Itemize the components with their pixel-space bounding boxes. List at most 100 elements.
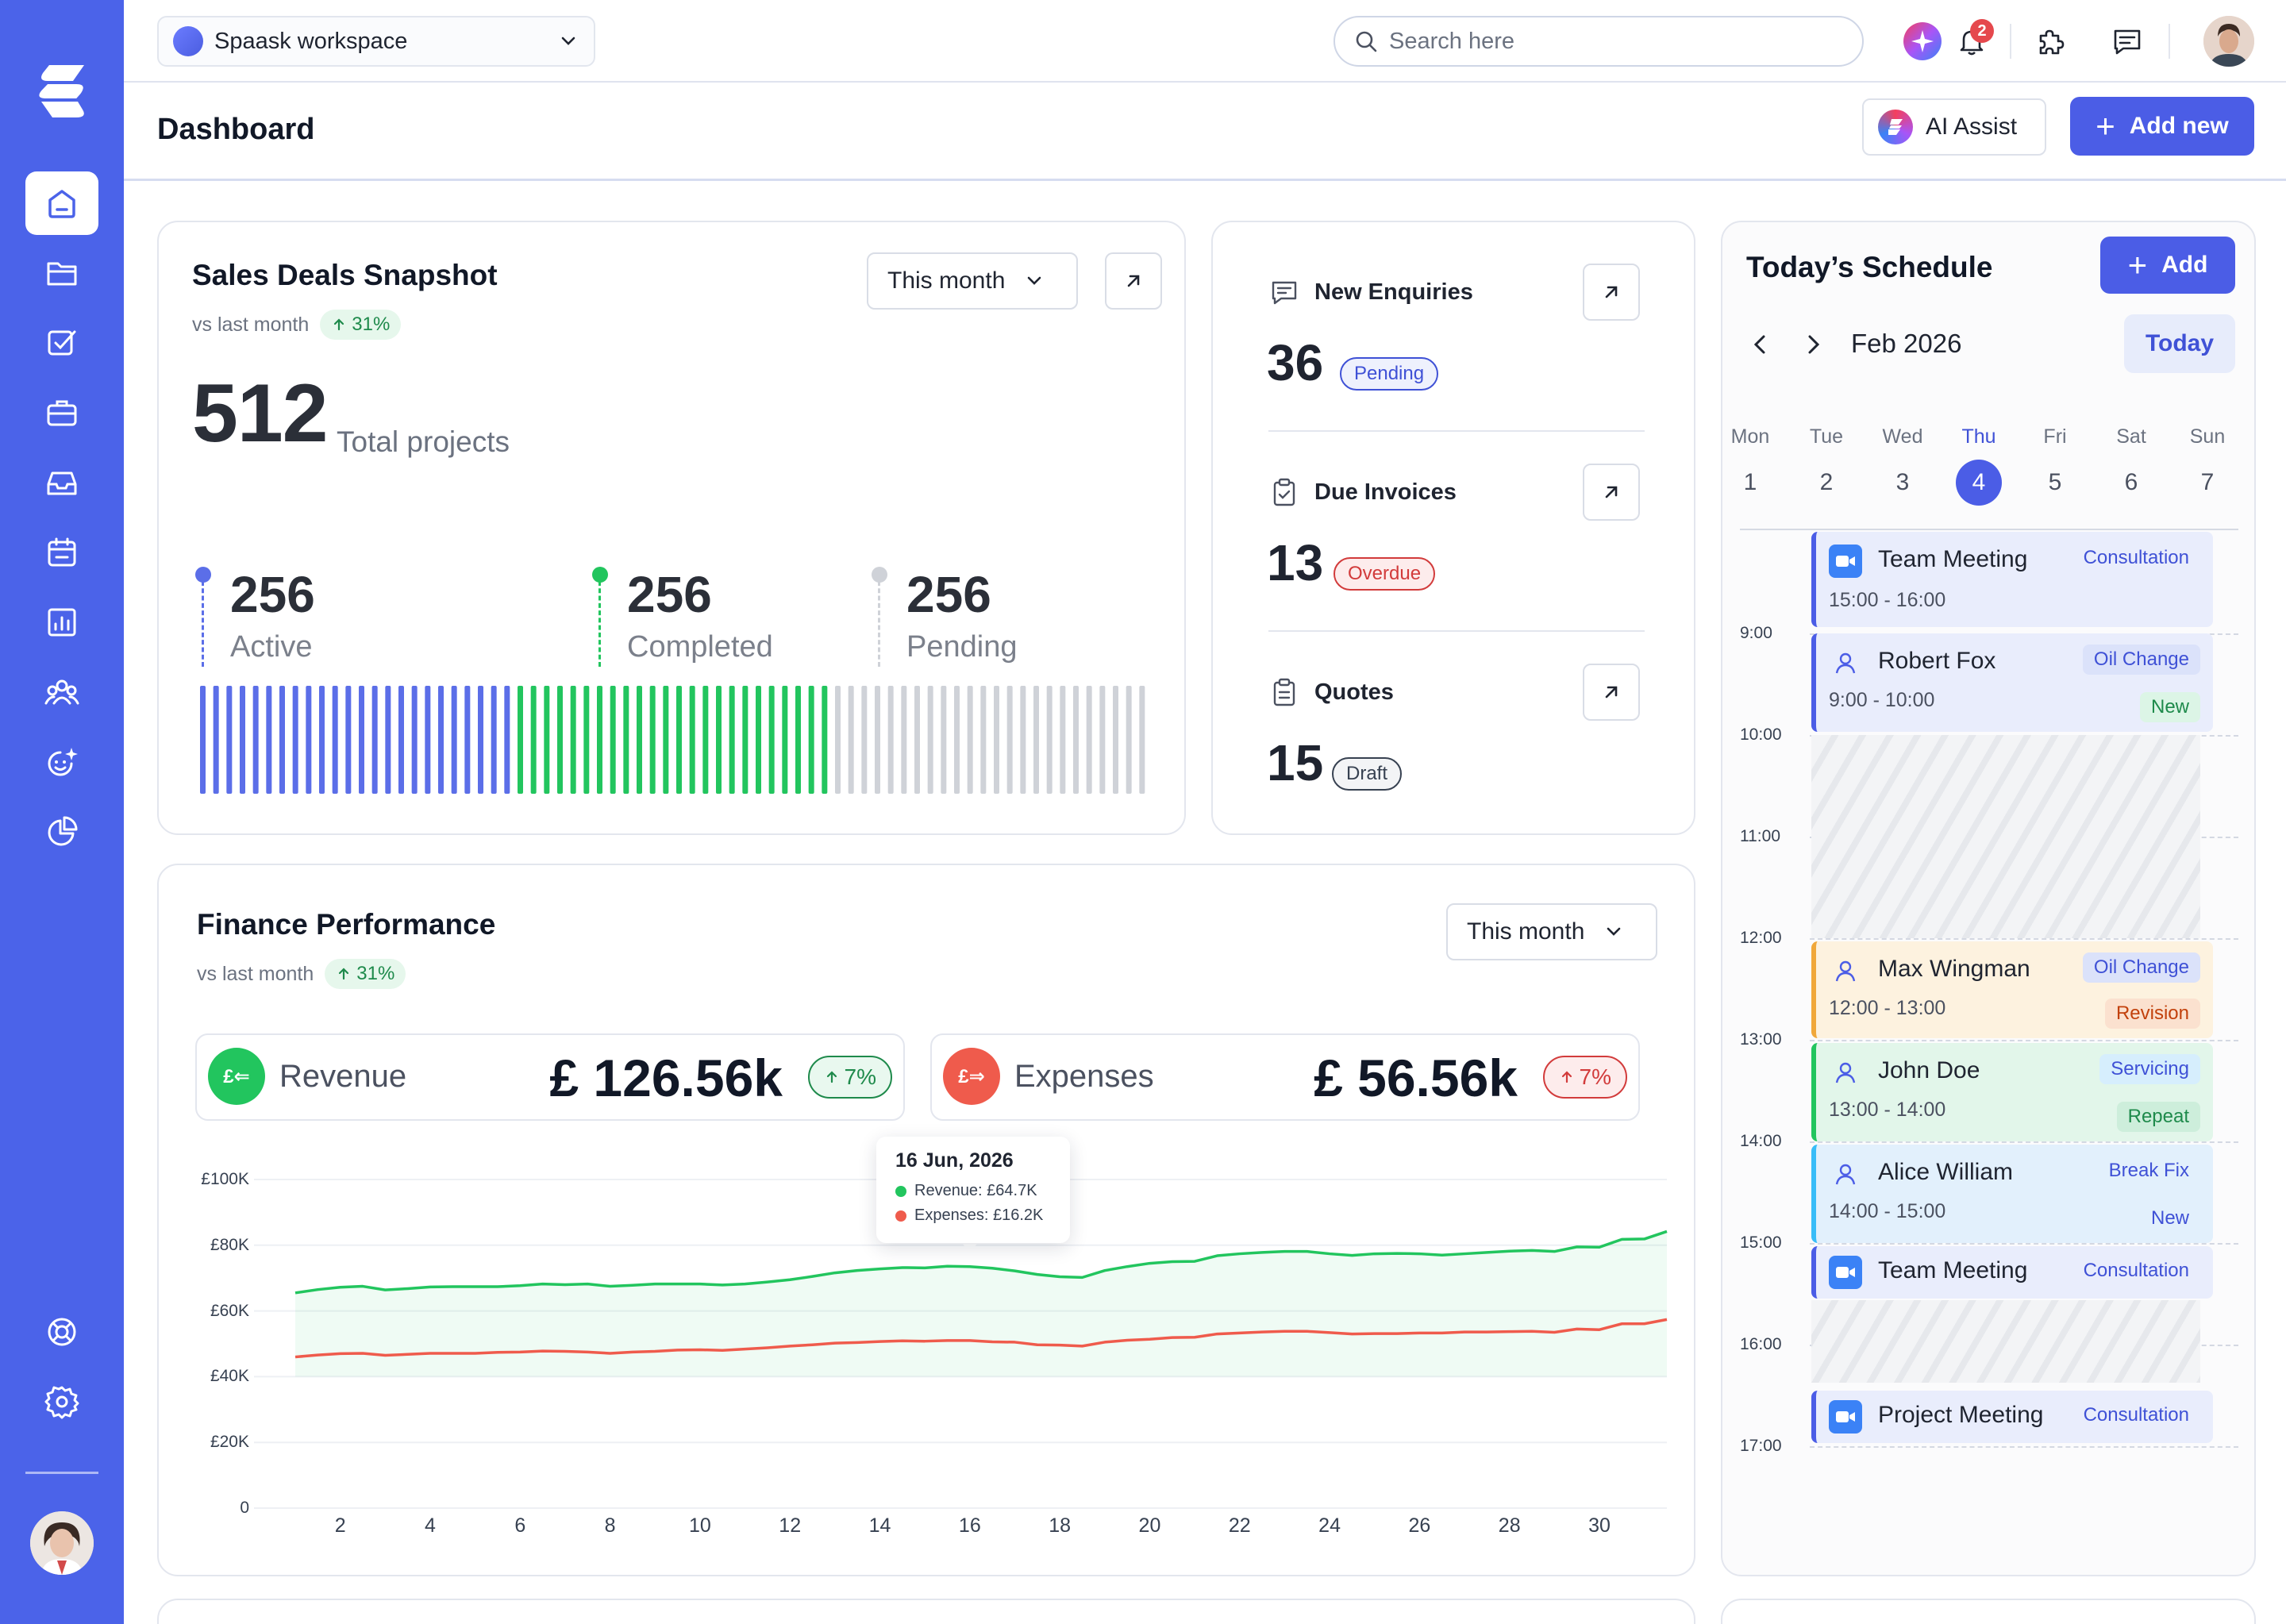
deal-bar [1006,686,1013,794]
day-name: Tue [1809,425,1844,448]
day-mon[interactable]: Mon 1 [1722,425,1778,506]
person-icon [1829,954,1862,987]
user-avatar[interactable] [30,1511,94,1575]
sidebar-item-customers[interactable] [25,730,98,794]
event-status: Repeat [2116,1102,2200,1132]
event-robert-fox[interactable]: Robert Fox Oil Change 9:00 - 10:00 New [1811,633,2213,732]
briefcase-icon [47,400,77,426]
chat-icon [2114,29,2141,55]
add-new-button[interactable]: + Add new [2070,97,2254,156]
deal-bar [901,686,907,794]
hour-line [1810,1141,2238,1143]
sidebar-item-reports[interactable] [25,591,98,654]
event-john-doe[interactable]: John Doe Servicing 13:00 - 14:00 Repeat [1811,1043,2213,1141]
home-icon [48,190,75,218]
sidebar-item-inbox[interactable] [25,451,98,514]
revenue-label: Revenue [279,1059,407,1094]
deal-bar [702,686,709,794]
profile-avatar[interactable] [2203,16,2254,67]
sidebar-item-jobs[interactable] [25,381,98,444]
prev-month-button[interactable] [1746,330,1775,359]
ai-assist-button[interactable]: AI Assist [1862,98,2046,156]
due-invoices-value: 13 [1267,534,1324,591]
event-team-meeting[interactable]: Team Meeting Consultation 15:00 - 16:00 [1811,532,2213,627]
x-tick-label: 24 [1318,1514,1341,1537]
y-tick-label: 0 [240,1499,249,1517]
ai-sparkle-button[interactable] [1899,17,1946,65]
day-name: Mon [1730,425,1770,448]
deal-bar [716,686,722,794]
deal-bar [676,686,682,794]
day-name: Wed [1882,425,1923,448]
day-thu[interactable]: Thu 4 [1951,425,2007,506]
deal-bar [518,686,523,794]
messages-button[interactable] [2103,17,2151,65]
sidebar-item-help[interactable] [25,1300,98,1364]
schedule-card: Today’s Schedule + Add Feb 2026 Today Mo… [1721,221,2256,1576]
event-title: Project Meeting [1878,1402,2044,1428]
topbar-divider [2169,24,2170,59]
completed-value: 256 [627,566,712,623]
puzzle-icon [2039,29,2065,55]
event-tag: Consultation [2083,1404,2189,1426]
day-sat[interactable]: Sat 6 [2103,425,2159,506]
workspace-selector[interactable]: Spaask workspace [157,16,595,67]
invoices-expand-button[interactable] [1583,464,1640,521]
today-button[interactable]: Today [2124,314,2235,373]
sidebar-item-calendar[interactable] [25,521,98,584]
deal-bar [623,686,629,794]
deal-bar [226,686,233,794]
sidebar-item-team[interactable] [25,660,98,724]
sales-period-dropdown[interactable]: This month [867,252,1078,310]
deal-bar [266,686,272,794]
arrow-up-right-icon [1605,486,1618,498]
time-label: 13:00 [1740,1030,1782,1049]
notifications-button[interactable]: 2 [1948,17,1995,65]
event-project-meeting[interactable]: Project Meeting Consultation [1811,1391,2213,1443]
y-tick-label: £60K [210,1301,249,1320]
expenses-line [294,1318,1668,1359]
quotes-label: Quotes [1268,676,1394,708]
event-alice-william[interactable]: Alice William Break Fix 14:00 - 15:00 Ne… [1811,1145,2213,1243]
search-bar[interactable] [1334,16,1864,67]
schedule-add-button[interactable]: + Add [2100,237,2235,294]
day-wed[interactable]: Wed 3 [1875,425,1930,506]
event-tag: Servicing [2099,1054,2200,1084]
gear-icon [44,1386,79,1419]
unavailable-slot [1811,1300,2200,1383]
deal-bar [240,686,245,794]
event-team-meeting-2[interactable]: Team Meeting Consultation [1811,1246,2213,1299]
quotes-expand-button[interactable] [1583,664,1640,721]
x-tick-label: 6 [514,1514,526,1537]
tooltip-revenue-text: Revenue: £64.7K [914,1182,1037,1199]
video-icon [1829,1256,1862,1289]
day-number: 7 [2200,469,2215,495]
day-tue[interactable]: Tue 2 [1799,425,1854,506]
deal-bar [637,686,642,794]
deal-bar [835,686,841,794]
day-sun[interactable]: Sun 7 [2180,425,2235,506]
enquiries-expand-button[interactable] [1583,264,1640,321]
event-max-wingman[interactable]: Max Wingman Oil Change 12:00 - 13:00 Rev… [1811,941,2213,1038]
next-month-button[interactable] [1799,330,1827,359]
sidebar-item-tasks[interactable] [25,311,98,375]
sales-expand-button[interactable] [1105,252,1162,310]
app-logo[interactable] [37,62,89,121]
sidebar-item-settings[interactable] [25,1370,98,1434]
day-fri[interactable]: Fri 5 [2027,425,2083,506]
finance-period-label: This month [1467,918,1585,945]
sidebar-item-home[interactable] [25,171,98,235]
integrations-button[interactable] [2027,17,2075,65]
label-text: Due Invoices [1314,479,1457,505]
deal-bar [861,686,868,794]
sidebar-item-analytics[interactable] [25,800,98,864]
sidebar-item-folders[interactable] [25,241,98,305]
search-input[interactable] [1389,28,1834,55]
finance-period-dropdown[interactable]: This month [1446,903,1657,960]
arrow-up-right-icon [1605,286,1618,298]
completed-marker-line [598,581,601,667]
team-icon [44,679,79,705]
deal-bar [887,686,894,794]
deal-bar [478,686,483,794]
arrow-up-icon [339,968,349,980]
